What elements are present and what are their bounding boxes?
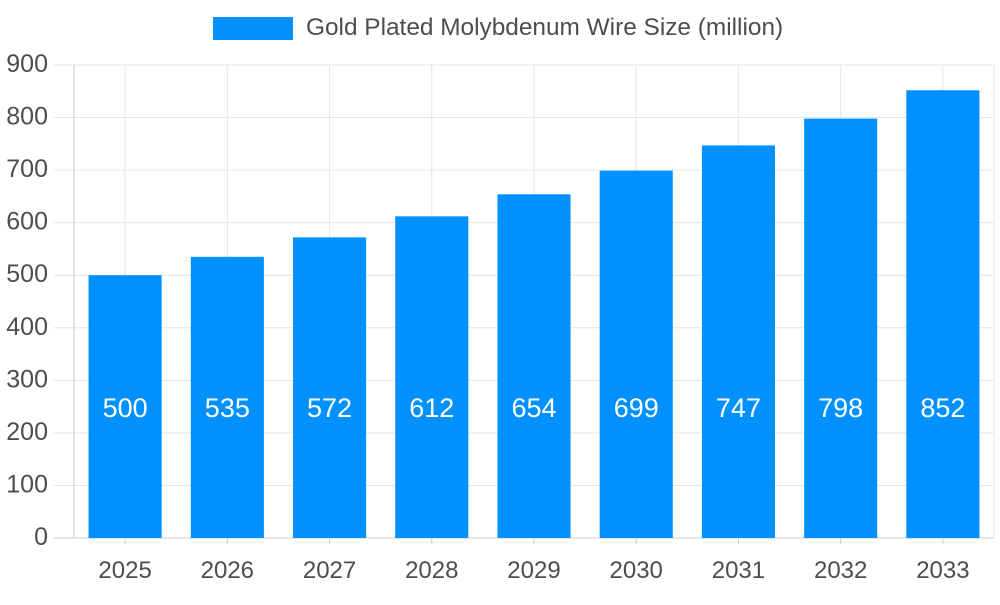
svg-text:700: 700	[6, 155, 48, 183]
svg-text:300: 300	[6, 365, 48, 393]
svg-text:2031: 2031	[712, 557, 765, 584]
svg-text:800: 800	[6, 103, 48, 131]
svg-text:612: 612	[409, 393, 454, 423]
svg-text:2026: 2026	[201, 557, 254, 584]
svg-text:200: 200	[6, 418, 48, 446]
svg-text:0: 0	[34, 523, 48, 551]
svg-text:2025: 2025	[98, 557, 151, 584]
svg-text:400: 400	[6, 313, 48, 341]
svg-text:798: 798	[818, 393, 863, 423]
svg-text:654: 654	[511, 393, 556, 423]
svg-text:2033: 2033	[916, 557, 969, 584]
svg-text:600: 600	[6, 208, 48, 236]
svg-text:852: 852	[920, 393, 965, 423]
svg-text:900: 900	[6, 50, 48, 78]
svg-text:100: 100	[6, 470, 48, 498]
svg-text:699: 699	[614, 393, 659, 423]
svg-text:500: 500	[6, 260, 48, 288]
svg-text:500: 500	[103, 393, 148, 423]
svg-text:2027: 2027	[303, 557, 356, 584]
svg-text:2030: 2030	[610, 557, 663, 584]
svg-text:2032: 2032	[814, 557, 867, 584]
svg-text:535: 535	[205, 393, 250, 423]
svg-text:2028: 2028	[405, 557, 458, 584]
svg-text:2029: 2029	[507, 557, 560, 584]
svg-text:747: 747	[716, 393, 761, 423]
svg-text:572: 572	[307, 393, 352, 423]
